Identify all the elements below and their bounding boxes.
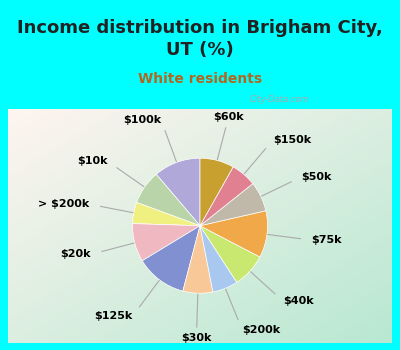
Wedge shape xyxy=(200,184,266,226)
Text: $75k: $75k xyxy=(312,235,342,245)
Wedge shape xyxy=(200,211,268,257)
Text: City-Data.com: City-Data.com xyxy=(250,94,310,104)
Wedge shape xyxy=(200,226,260,282)
Text: $125k: $125k xyxy=(94,311,133,321)
Text: $10k: $10k xyxy=(77,156,108,166)
Wedge shape xyxy=(142,226,200,291)
Text: $20k: $20k xyxy=(61,249,91,259)
Wedge shape xyxy=(200,167,253,226)
Text: $40k: $40k xyxy=(283,296,314,306)
Wedge shape xyxy=(183,226,213,293)
Wedge shape xyxy=(137,174,200,226)
Text: $60k: $60k xyxy=(213,112,244,122)
Text: $30k: $30k xyxy=(181,333,212,343)
Wedge shape xyxy=(200,226,237,292)
Text: $200k: $200k xyxy=(242,325,280,335)
Wedge shape xyxy=(200,158,233,226)
Text: $100k: $100k xyxy=(123,115,161,125)
Wedge shape xyxy=(132,224,200,261)
Wedge shape xyxy=(132,202,200,226)
Text: $150k: $150k xyxy=(273,135,311,145)
Text: White residents: White residents xyxy=(138,72,262,86)
Text: Income distribution in Brigham City,
UT (%): Income distribution in Brigham City, UT … xyxy=(17,19,383,59)
Text: > $200k: > $200k xyxy=(38,199,90,209)
Wedge shape xyxy=(156,158,200,226)
Text: $50k: $50k xyxy=(302,172,332,182)
